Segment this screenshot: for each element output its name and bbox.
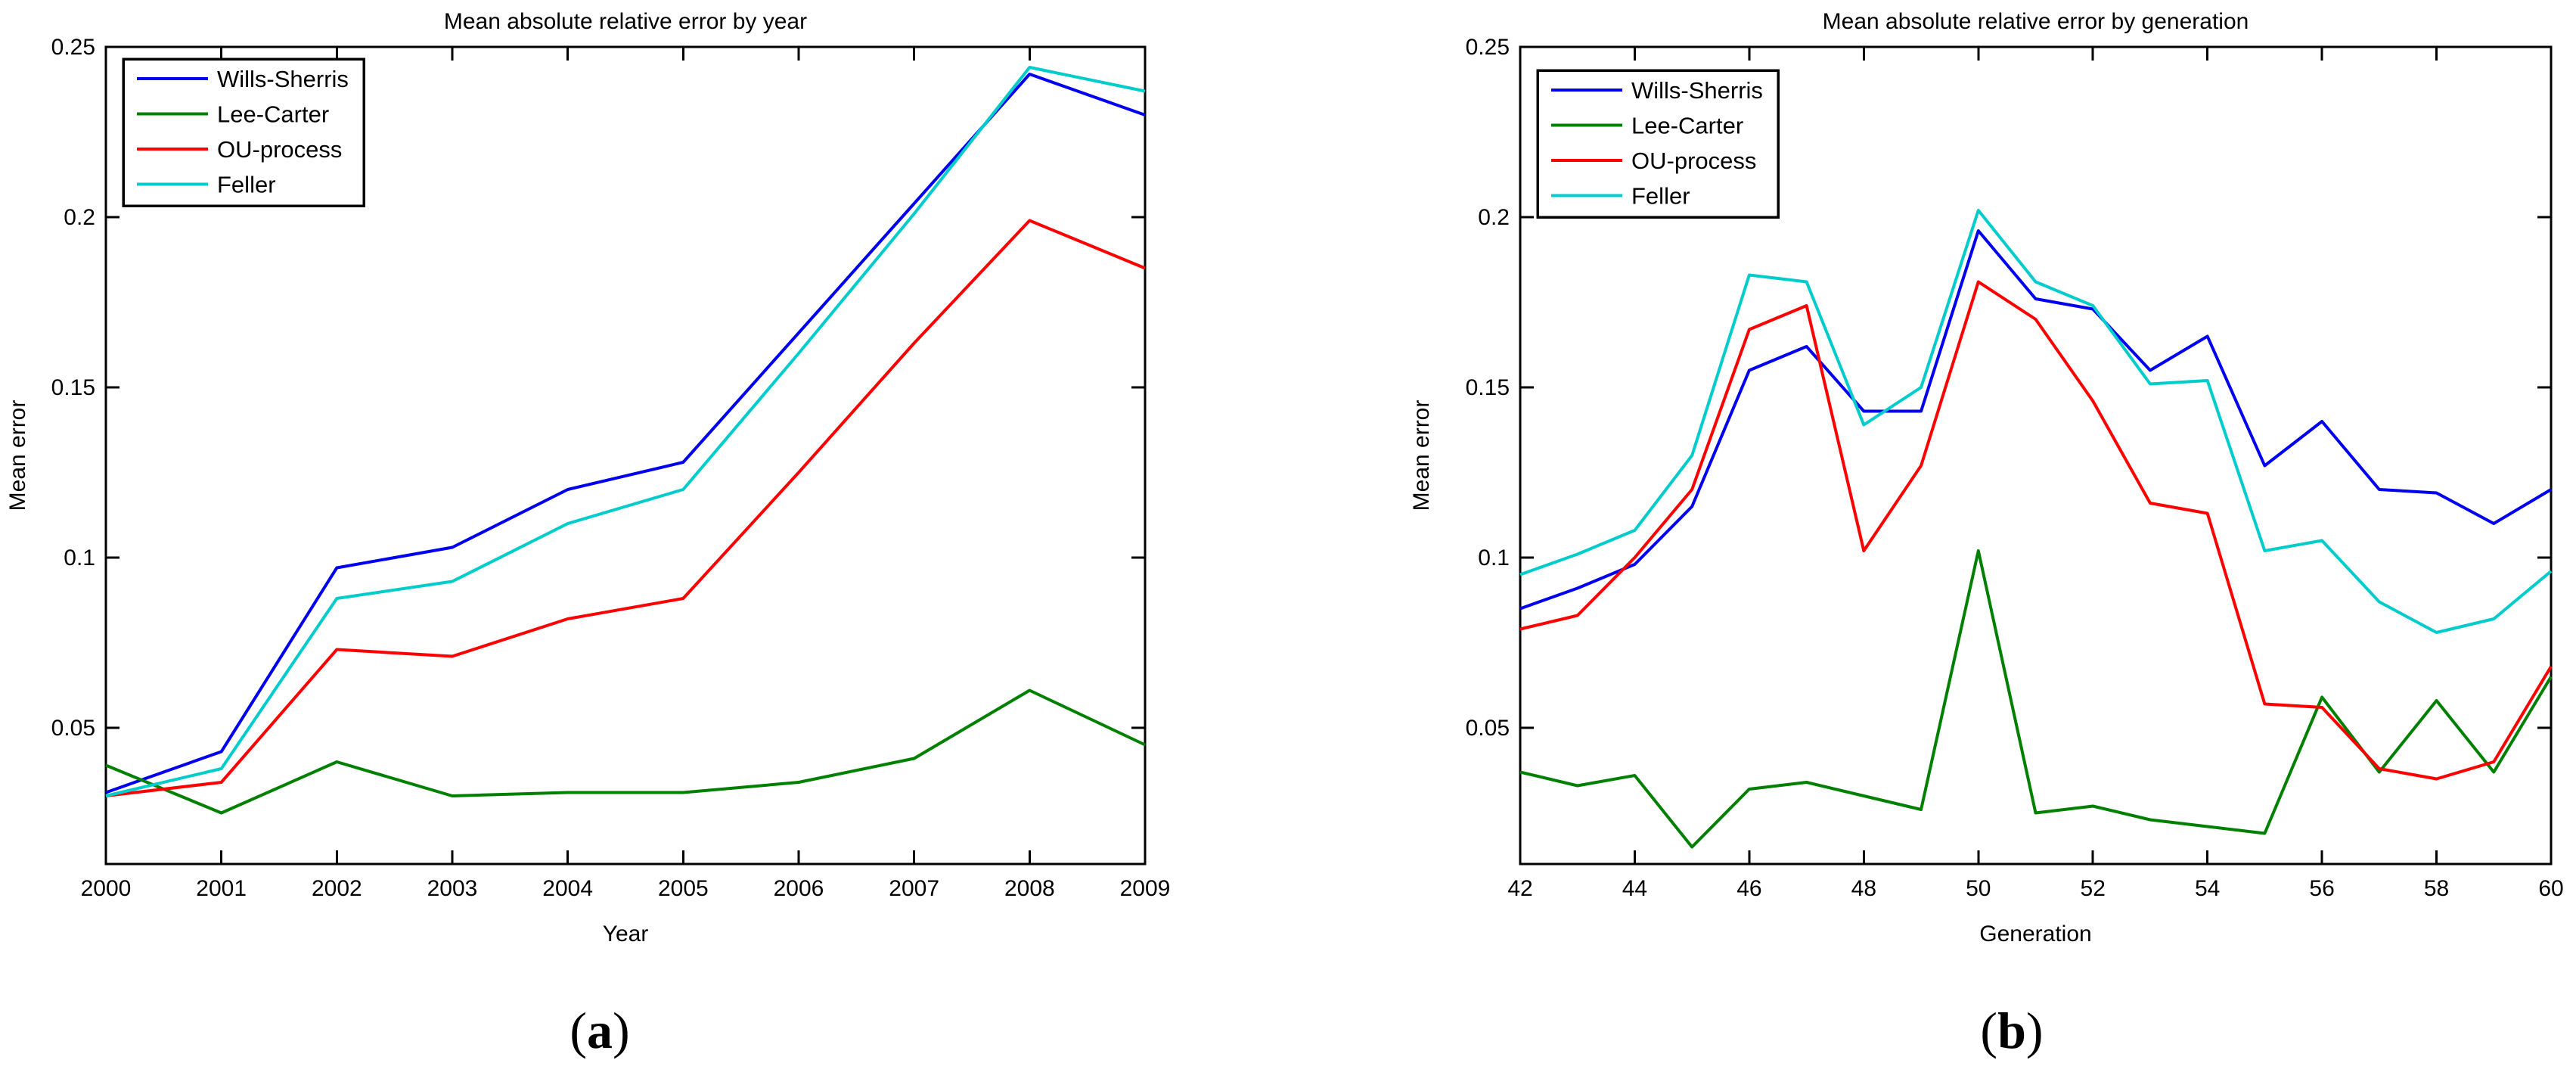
series-line-lee-carter — [105, 688, 1146, 815]
y-tick-label: 0.2 — [64, 205, 95, 230]
y-axis-label: Mean error — [1409, 400, 1434, 511]
y-tick-label: 0.05 — [1466, 716, 1510, 741]
plot-border — [104, 45, 1147, 866]
plot-border — [1519, 45, 2553, 866]
y-tick-label: 0.2 — [1478, 205, 1510, 230]
x-tick-label: 2000 — [81, 876, 132, 901]
y-tick-label: 0.25 — [51, 35, 95, 60]
x-tick-label: 2008 — [1004, 876, 1055, 901]
x-axis-label: Generation — [1979, 921, 2091, 946]
legend-label: Lee-Carter — [217, 101, 329, 128]
x-tick-label: 52 — [2081, 876, 2106, 901]
panel-caption: (a) — [570, 1002, 629, 1059]
y-tick-label: 0.25 — [1466, 35, 1510, 60]
x-tick-label: 54 — [2195, 876, 2220, 901]
x-tick-label: 44 — [1622, 876, 1647, 901]
x-tick-label: 56 — [2309, 876, 2334, 901]
legend-label: OU-process — [1631, 148, 1756, 174]
x-tick-label: 2006 — [774, 876, 824, 901]
series-line-ou-process — [105, 219, 1146, 797]
x-tick-label: 50 — [1966, 876, 1991, 901]
legend-box — [122, 57, 365, 207]
x-tick-label: 60 — [2538, 876, 2563, 901]
x-tick-label: 2005 — [658, 876, 709, 901]
series-line-lee-carter — [1519, 549, 2553, 849]
legend-label: Feller — [1631, 183, 1690, 210]
legend-box — [1536, 69, 1780, 219]
y-tick-label: 0.15 — [51, 375, 95, 400]
x-axis-label: Year — [603, 921, 649, 946]
series-line-ou-process — [1519, 280, 2553, 781]
series-line-wills-sherris — [1519, 229, 2553, 611]
x-tick-label: 2002 — [312, 876, 362, 901]
x-tick-label: 58 — [2424, 876, 2449, 901]
legend-label: Feller — [217, 172, 276, 198]
y-tick-label: 0.1 — [64, 545, 95, 570]
series-line-feller — [105, 66, 1146, 797]
legend-label: Wills-Sherris — [1631, 77, 1763, 104]
x-tick-label: 48 — [1851, 876, 1876, 901]
x-tick-label: 42 — [1507, 876, 1532, 901]
chart-title: Mean absolute relative error by year — [444, 9, 807, 34]
y-tick-label: 0.15 — [1466, 375, 1510, 400]
legend-label: Lee-Carter — [1631, 113, 1743, 139]
y-tick-label: 0.1 — [1478, 545, 1510, 570]
legend-label: Wills-Sherris — [217, 66, 349, 92]
chart-b: Mean absolute relative error by generati… — [1409, 9, 2564, 1059]
y-tick-label: 0.05 — [51, 716, 95, 741]
series-line-feller — [1519, 209, 2553, 634]
x-tick-label: 2001 — [196, 876, 247, 901]
panel-caption: (b) — [1980, 1002, 2043, 1059]
chart-title: Mean absolute relative error by generati… — [1823, 9, 2249, 34]
legend-label: OU-process — [217, 136, 342, 163]
x-tick-label: 2003 — [427, 876, 478, 901]
x-tick-label: 2004 — [542, 876, 593, 901]
x-tick-label: 2009 — [1120, 876, 1171, 901]
chart-a: Mean absolute relative error by year Mean… — [5, 9, 1170, 1059]
x-tick-label: 2007 — [889, 876, 939, 901]
y-axis-label: Mean error — [5, 400, 30, 511]
x-tick-label: 46 — [1736, 876, 1761, 901]
